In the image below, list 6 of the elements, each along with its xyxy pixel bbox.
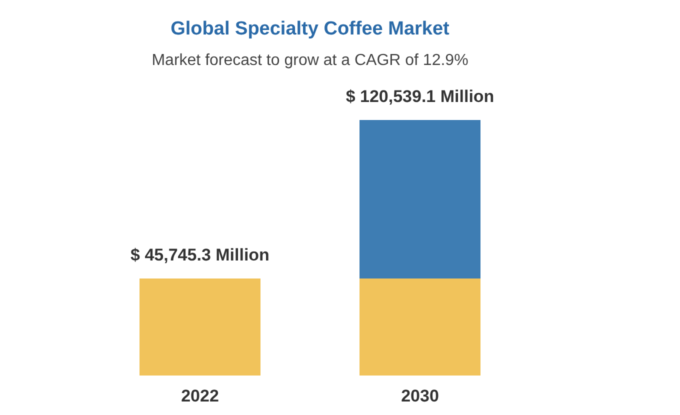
chart-subtitle: Market forecast to grow at a CAGR of 12.9% bbox=[152, 52, 468, 69]
x-tick-label: 2022 bbox=[181, 386, 219, 406]
annotation: $ 120,539.1 Million bbox=[346, 87, 494, 106]
chart-title: Global Specialty Coffee Market bbox=[170, 18, 450, 40]
x-tick-label: 2030 bbox=[401, 386, 439, 406]
annotation: $ 45,745.3 Million bbox=[130, 246, 270, 265]
